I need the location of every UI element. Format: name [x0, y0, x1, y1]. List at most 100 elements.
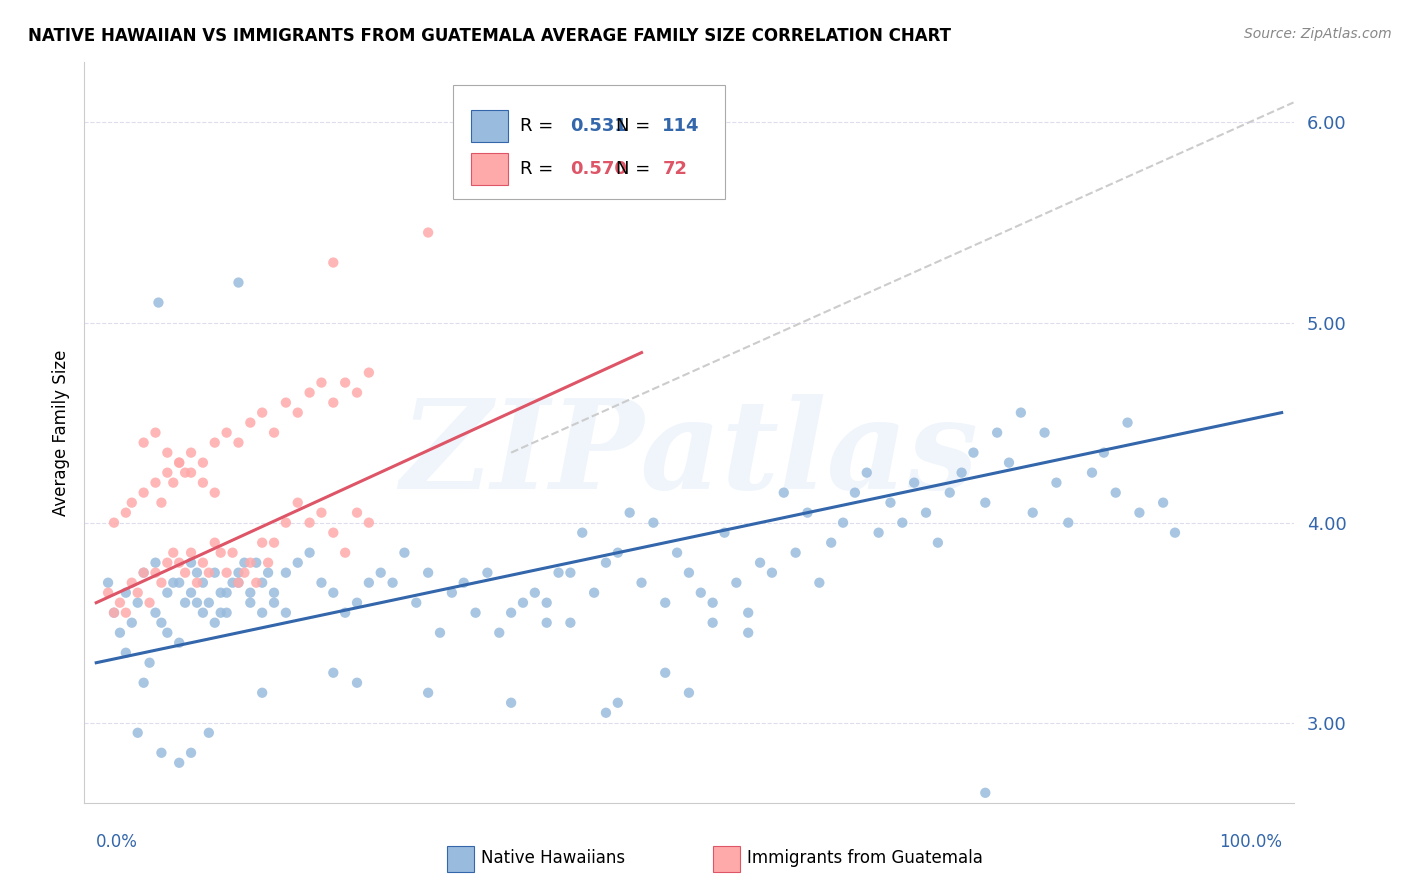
Point: [121, 575, 143, 590]
Point: [145, 475, 167, 490]
Point: [191, 456, 214, 470]
Text: N =: N =: [616, 160, 657, 178]
Point: [346, 596, 368, 610]
Point: [132, 485, 155, 500]
Point: [103, 606, 125, 620]
Text: R =: R =: [520, 160, 558, 178]
Point: [357, 516, 380, 530]
Point: [204, 566, 226, 580]
Point: [162, 475, 184, 490]
Point: [1010, 406, 1032, 420]
Point: [333, 546, 356, 560]
Point: [115, 646, 138, 660]
Point: [250, 406, 273, 420]
Text: 100.0%: 100.0%: [1219, 833, 1282, 851]
Point: [654, 596, 676, 610]
Point: [167, 556, 190, 570]
Point: [148, 295, 170, 310]
Point: [186, 566, 208, 580]
Point: [536, 596, 558, 610]
Point: [239, 585, 262, 599]
Point: [215, 606, 238, 620]
Point: [560, 615, 582, 630]
Point: [619, 506, 641, 520]
Point: [583, 585, 606, 599]
Point: [298, 516, 321, 530]
Point: [228, 575, 250, 590]
Point: [221, 546, 243, 560]
Text: 0.0%: 0.0%: [96, 833, 138, 851]
Point: [974, 496, 997, 510]
Point: [938, 485, 960, 500]
Point: [713, 525, 735, 540]
Point: [1045, 475, 1067, 490]
Point: [1022, 506, 1045, 520]
Point: [204, 485, 226, 500]
Point: [761, 566, 783, 580]
Point: [654, 665, 676, 680]
Point: [501, 696, 523, 710]
Point: [702, 596, 724, 610]
Point: [737, 606, 759, 620]
Point: [228, 566, 250, 580]
Point: [186, 596, 208, 610]
Point: [180, 466, 202, 480]
Point: [274, 566, 297, 580]
Point: [678, 566, 700, 580]
Point: [832, 516, 855, 530]
Point: [322, 395, 344, 409]
Point: [974, 786, 997, 800]
Point: [333, 606, 356, 620]
Point: [250, 575, 273, 590]
Text: 114: 114: [662, 117, 700, 135]
Point: [145, 556, 167, 570]
Point: [429, 625, 451, 640]
Point: [298, 546, 321, 560]
Point: [257, 566, 280, 580]
Point: [381, 575, 404, 590]
Point: [311, 506, 333, 520]
Point: [488, 625, 510, 640]
Point: [132, 435, 155, 450]
Point: [322, 525, 344, 540]
Point: [162, 546, 184, 560]
FancyBboxPatch shape: [453, 85, 725, 200]
Point: [749, 556, 772, 570]
Point: [127, 725, 149, 739]
Point: [127, 585, 149, 599]
Point: [689, 585, 711, 599]
Point: [191, 475, 214, 490]
Point: [228, 276, 250, 290]
Point: [820, 535, 842, 549]
Point: [97, 585, 120, 599]
Point: [156, 466, 179, 480]
Point: [150, 575, 173, 590]
Point: [132, 566, 155, 580]
Point: [1092, 445, 1115, 459]
Point: [1105, 485, 1128, 500]
Point: [174, 466, 197, 480]
Point: [1033, 425, 1056, 440]
Point: [209, 606, 232, 620]
Point: [1057, 516, 1080, 530]
Point: [808, 575, 831, 590]
Point: [725, 575, 748, 590]
Point: [855, 466, 877, 480]
Point: [115, 585, 138, 599]
Point: [322, 665, 344, 680]
Point: [204, 615, 226, 630]
Point: [132, 566, 155, 580]
FancyBboxPatch shape: [447, 847, 474, 871]
Point: [233, 566, 256, 580]
Point: [418, 566, 440, 580]
Text: 0.531: 0.531: [571, 117, 627, 135]
Point: [263, 535, 285, 549]
Point: [250, 606, 273, 620]
Point: [132, 675, 155, 690]
Point: [962, 445, 984, 459]
Point: [174, 596, 197, 610]
FancyBboxPatch shape: [713, 847, 740, 871]
Point: [145, 606, 167, 620]
Text: ZIPatlas: ZIPatlas: [399, 394, 979, 516]
Point: [257, 556, 280, 570]
